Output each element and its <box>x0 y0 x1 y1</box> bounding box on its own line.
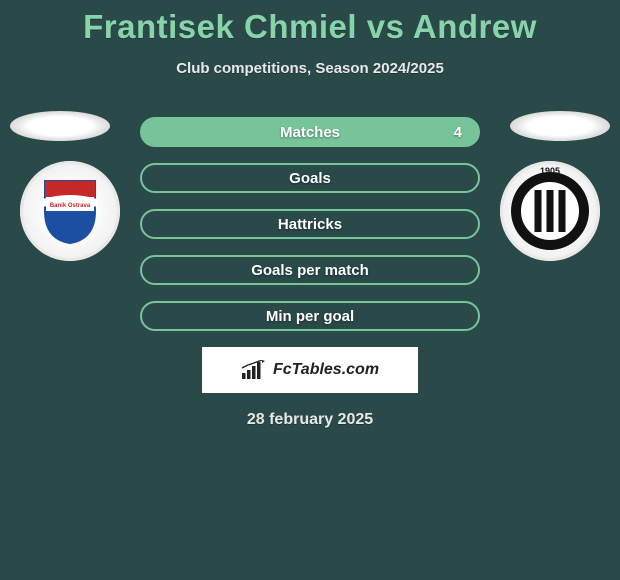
stat-row: Min per goal <box>140 301 480 331</box>
stat-rows: Matches 4 Goals Hattricks Goals per match Min… <box>140 117 480 331</box>
stat-label: Goals per match <box>251 262 369 279</box>
comparison-panel: Banik Ostrava 1905 Matches 4 Goals Hattrick… <box>0 117 620 429</box>
shield-icon: Banik Ostrava <box>41 177 99 245</box>
stat-label: Hattricks <box>278 216 342 233</box>
club-badge-right: 1905 <box>500 161 600 261</box>
stat-label: Matches <box>280 124 340 141</box>
stat-value: 4 <box>454 124 462 141</box>
club-name-left: Banik Ostrava <box>50 203 91 209</box>
stat-label: Goals <box>289 170 331 187</box>
page-title: Frantisek Chmiel vs Andrew <box>0 0 620 46</box>
ring-icon <box>511 172 589 250</box>
stat-row: Hattricks <box>140 209 480 239</box>
player-slot-left <box>10 111 110 141</box>
stat-row: Goals <box>140 163 480 193</box>
watermark: FcTables.com <box>202 347 418 393</box>
chart-icon <box>241 360 267 380</box>
stat-row: Goals per match <box>140 255 480 285</box>
generated-date: 28 february 2025 <box>0 411 620 429</box>
watermark-text: FcTables.com <box>273 361 379 379</box>
stat-label: Min per goal <box>266 308 354 325</box>
stat-row: Matches 4 <box>140 117 480 147</box>
club-badge-left: Banik Ostrava <box>20 161 120 261</box>
player-slot-right <box>510 111 610 141</box>
page-subtitle: Club competitions, Season 2024/2025 <box>0 60 620 77</box>
